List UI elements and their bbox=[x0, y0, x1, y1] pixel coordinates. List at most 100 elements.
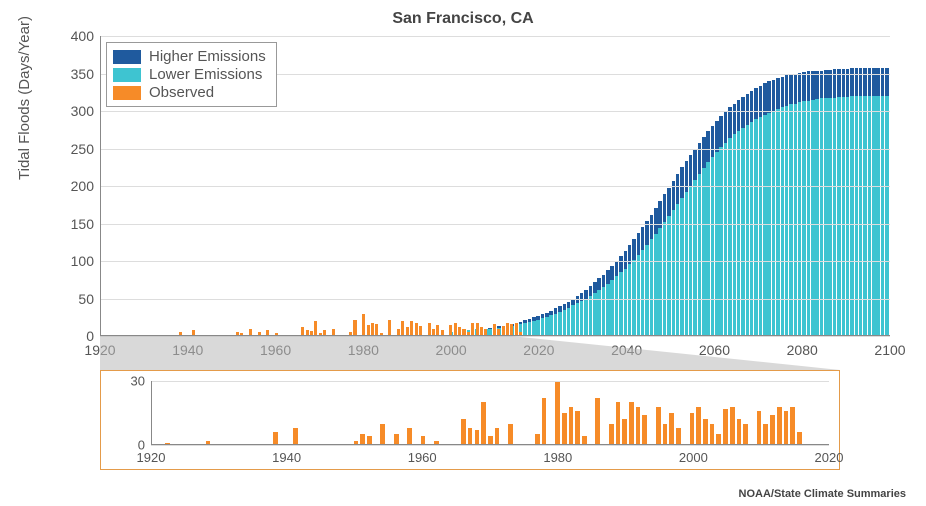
inset-bar-year bbox=[756, 381, 763, 445]
inset-bar bbox=[461, 419, 466, 445]
inset-bar-year bbox=[729, 381, 736, 445]
gridline bbox=[100, 224, 890, 225]
inset-bar-year bbox=[359, 381, 366, 445]
inset-bar-year bbox=[480, 381, 487, 445]
inset-bar bbox=[622, 419, 627, 445]
main-chart: Higher EmissionsLower EmissionsObserved … bbox=[100, 36, 890, 336]
inset-bar-year bbox=[668, 381, 675, 445]
inset-bar-year bbox=[749, 381, 756, 445]
inset-bar-year bbox=[252, 381, 259, 445]
legend-label: Lower Emissions bbox=[149, 66, 262, 83]
y-tick-label: 250 bbox=[71, 141, 94, 157]
inset-gridline bbox=[151, 381, 829, 382]
inset-bar bbox=[737, 419, 742, 445]
inset-bar bbox=[743, 424, 748, 445]
inset-bar-year bbox=[312, 381, 319, 445]
inset-bar bbox=[669, 413, 674, 445]
inset-bar bbox=[475, 430, 480, 445]
inset-bar-year bbox=[789, 381, 796, 445]
inset-bar-year bbox=[326, 381, 333, 445]
inset-bar-year bbox=[178, 381, 185, 445]
inset-bar bbox=[293, 428, 298, 445]
inset-bar bbox=[636, 407, 641, 445]
inset-bar-year bbox=[809, 381, 816, 445]
inset-bar-year bbox=[534, 381, 541, 445]
inset-bar-year bbox=[453, 381, 460, 445]
x-tick-label: 1960 bbox=[260, 342, 291, 358]
x-tick-label: 2080 bbox=[787, 342, 818, 358]
inset-bar bbox=[468, 428, 473, 445]
inset-bar-year bbox=[783, 381, 790, 445]
inset-x-tick: 2000 bbox=[679, 450, 708, 465]
inset-bar-year bbox=[386, 381, 393, 445]
legend-swatch bbox=[113, 50, 141, 64]
gridline bbox=[100, 299, 890, 300]
inset-bar-year bbox=[158, 381, 165, 445]
inset-x-tick: 1960 bbox=[408, 450, 437, 465]
inset-bar bbox=[642, 415, 647, 445]
inset-bar bbox=[770, 415, 775, 445]
inset-bar-year bbox=[500, 381, 507, 445]
inset-bar-year bbox=[238, 381, 245, 445]
inset-bar-year bbox=[554, 381, 561, 445]
inset-bar bbox=[495, 428, 500, 445]
inset-bar bbox=[508, 424, 513, 445]
inset-bar-year bbox=[736, 381, 743, 445]
inset-bar bbox=[710, 424, 715, 445]
inset-bar-year bbox=[527, 381, 534, 445]
inset-bar-year bbox=[474, 381, 481, 445]
inset-bar-year bbox=[292, 381, 299, 445]
inset-bar-year bbox=[561, 381, 568, 445]
inset-bar bbox=[696, 407, 701, 445]
inset-bar-year bbox=[568, 381, 575, 445]
x-axis bbox=[100, 335, 890, 336]
inset-bar-year bbox=[400, 381, 407, 445]
inset-bar bbox=[380, 424, 385, 445]
inset-x-axis bbox=[151, 444, 829, 445]
bar-observed bbox=[476, 323, 479, 337]
legend: Higher EmissionsLower EmissionsObserved bbox=[106, 42, 277, 107]
chart-title: San Francisco, CA bbox=[0, 10, 926, 28]
inset-bar-year bbox=[467, 381, 474, 445]
inset-bar-year bbox=[695, 381, 702, 445]
inset-bar-year bbox=[299, 381, 306, 445]
inset-bar-year bbox=[433, 381, 440, 445]
gridline bbox=[100, 36, 890, 37]
inset-bar-year bbox=[796, 381, 803, 445]
y-axis-label: Tidal Floods (Days/Year) bbox=[16, 16, 33, 180]
inset-bar-year bbox=[803, 381, 810, 445]
y-tick-label: 300 bbox=[71, 103, 94, 119]
inset-bar-year bbox=[346, 381, 353, 445]
gridline bbox=[100, 336, 890, 337]
inset-bar bbox=[676, 428, 681, 445]
inset-bar bbox=[730, 407, 735, 445]
bar-observed bbox=[388, 320, 391, 337]
inset-bar-year bbox=[662, 381, 669, 445]
inset-bar-year bbox=[460, 381, 467, 445]
x-tick-label: 2040 bbox=[611, 342, 642, 358]
inset-bar bbox=[656, 407, 661, 445]
inset-bar-year bbox=[588, 381, 595, 445]
x-tick-label: 2060 bbox=[699, 342, 730, 358]
inset-bar-year bbox=[259, 381, 266, 445]
inset-bar-year bbox=[191, 381, 198, 445]
inset-bar-year bbox=[715, 381, 722, 445]
inset-y-axis bbox=[151, 381, 152, 445]
attribution-text: NOAA/State Climate Summaries bbox=[739, 488, 907, 500]
inset-bar-year bbox=[171, 381, 178, 445]
bar-observed bbox=[362, 314, 365, 337]
inset-bar bbox=[629, 402, 634, 445]
bar-observed bbox=[515, 323, 518, 337]
inset-bar-year bbox=[709, 381, 716, 445]
inset-bar-year bbox=[306, 381, 313, 445]
bar-observed bbox=[371, 323, 374, 337]
bar-observed bbox=[410, 321, 413, 336]
inset-bar-year bbox=[601, 381, 608, 445]
inset-bar bbox=[784, 411, 789, 445]
inset-bar-year bbox=[198, 381, 205, 445]
inset-x-tick: 1940 bbox=[272, 450, 301, 465]
inset-bar bbox=[555, 381, 560, 445]
y-tick-label: 400 bbox=[71, 28, 94, 44]
legend-item: Higher Emissions bbox=[113, 48, 266, 65]
inset-bar-year bbox=[702, 381, 709, 445]
